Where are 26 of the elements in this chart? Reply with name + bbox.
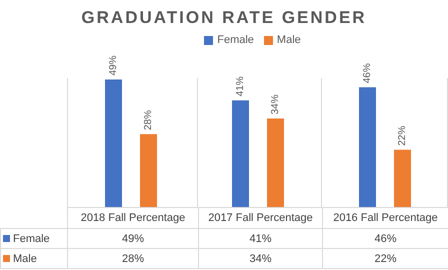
text: Male <box>13 252 37 264</box>
data-label: 41% <box>198 228 322 248</box>
legend-label: Female <box>217 34 254 46</box>
bar <box>394 150 411 207</box>
bar <box>140 134 157 207</box>
x-tick-label: 2016 Fall Percentage <box>322 208 448 228</box>
bar <box>267 118 284 207</box>
text: 41% <box>235 76 246 96</box>
text: Female <box>13 232 50 244</box>
data-label: 28% <box>68 248 198 268</box>
legend-label: Male <box>276 34 301 46</box>
data-label: 49% <box>68 228 198 248</box>
chart-title: GRADUATION RATE GENDER <box>80 8 368 28</box>
text: 46% <box>362 63 373 84</box>
x-tick-label: 2017 Fall Percentage <box>198 208 322 228</box>
bar <box>105 80 122 207</box>
x-tick-label: 2018 Fall Percentage <box>68 208 198 228</box>
text: 22% <box>397 126 408 146</box>
bar <box>359 87 376 207</box>
text: 49% <box>108 55 119 76</box>
data-label: 46% <box>322 228 448 248</box>
text: 34% <box>270 94 281 115</box>
text: 28% <box>143 110 154 130</box>
data-label: 34% <box>198 248 322 268</box>
bar <box>232 100 249 207</box>
data-label: 22% <box>322 248 448 268</box>
